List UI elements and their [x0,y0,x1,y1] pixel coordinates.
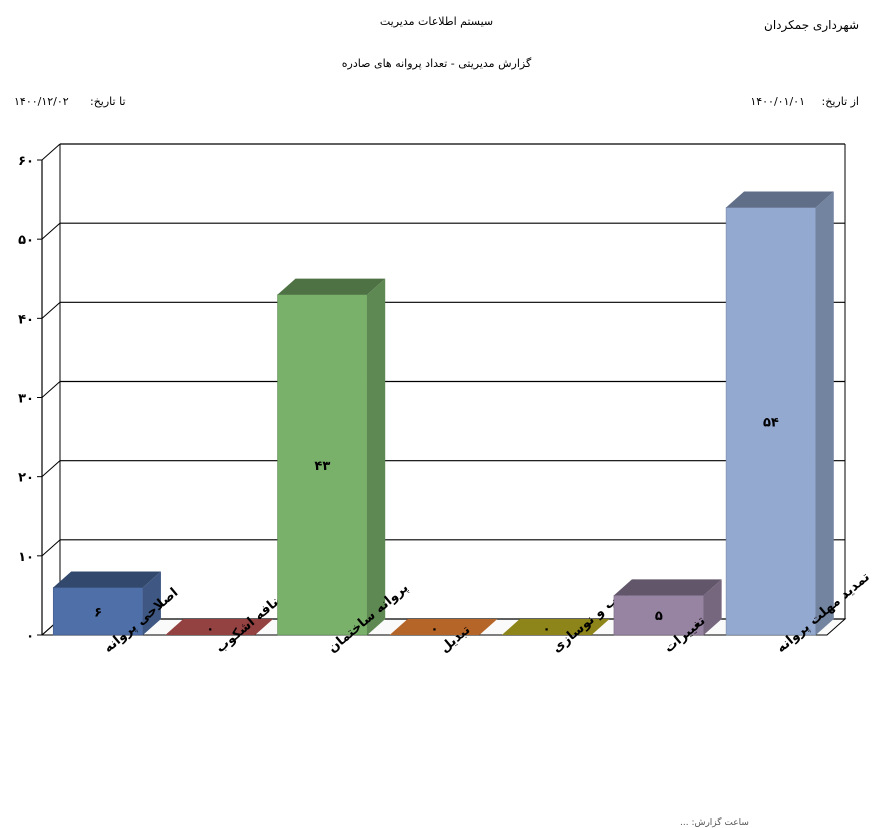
gridline-depth [41,143,61,161]
bar-side [367,278,386,635]
bar-data-label: ۶ [94,605,102,620]
bar-side [703,579,722,635]
bar-top [613,579,722,596]
y-tick-label: ۱۰ [18,550,34,565]
from-date-value: ۱۴۰۰/۰۱/۰۱ [750,95,805,108]
y-tick-label: ۰ [26,629,34,644]
gridline-depth [41,381,61,398]
bar-data-label: ۰ [206,622,214,637]
to-date-value: ۱۴۰۰/۱۲/۰۲ [14,95,69,108]
y-tick-label: ۵۰ [18,233,34,248]
to-date-label: تا تاریخ: [90,95,126,108]
gridline-depth [41,222,61,240]
bar-top [726,191,834,208]
bar-side [142,571,161,635]
bar-data-label: ۵۴ [763,415,779,430]
bar-top [53,571,161,588]
bar-front [613,595,704,636]
y-tick-label: ۳۰ [18,392,34,407]
bar-top [501,619,610,635]
system-title: سیستم اطلاعات مدیریت [379,15,494,28]
bar-data-label: ۵ [655,609,663,624]
gridline-depth [41,301,61,319]
report-title: گزارش مدیریتی - تعداد پروانه های صادره [341,57,532,70]
bar-top [165,619,274,635]
gridline-depth [41,539,61,557]
bar-data-label: ۴۳ [314,459,330,474]
y-tick-label: ۲۰ [18,471,34,486]
bar-front [725,207,817,636]
bar-top [277,278,386,295]
bar-data-label: ۰ [431,622,439,637]
footer-text: ساعت گزارش: ... [680,818,749,828]
bar-data-label: ۰ [543,622,551,637]
gridline-depth [41,460,61,478]
bar-side [815,191,834,635]
y-tick-label: ۶۰ [18,154,34,169]
y-tick-label: ۴۰ [18,312,34,327]
municipality-name: شهرداری جمکردان [764,18,859,32]
bar-front [277,294,368,636]
from-date-label: از تاریخ: [821,95,859,108]
bar-front [52,587,144,636]
bar-top [389,619,498,635]
